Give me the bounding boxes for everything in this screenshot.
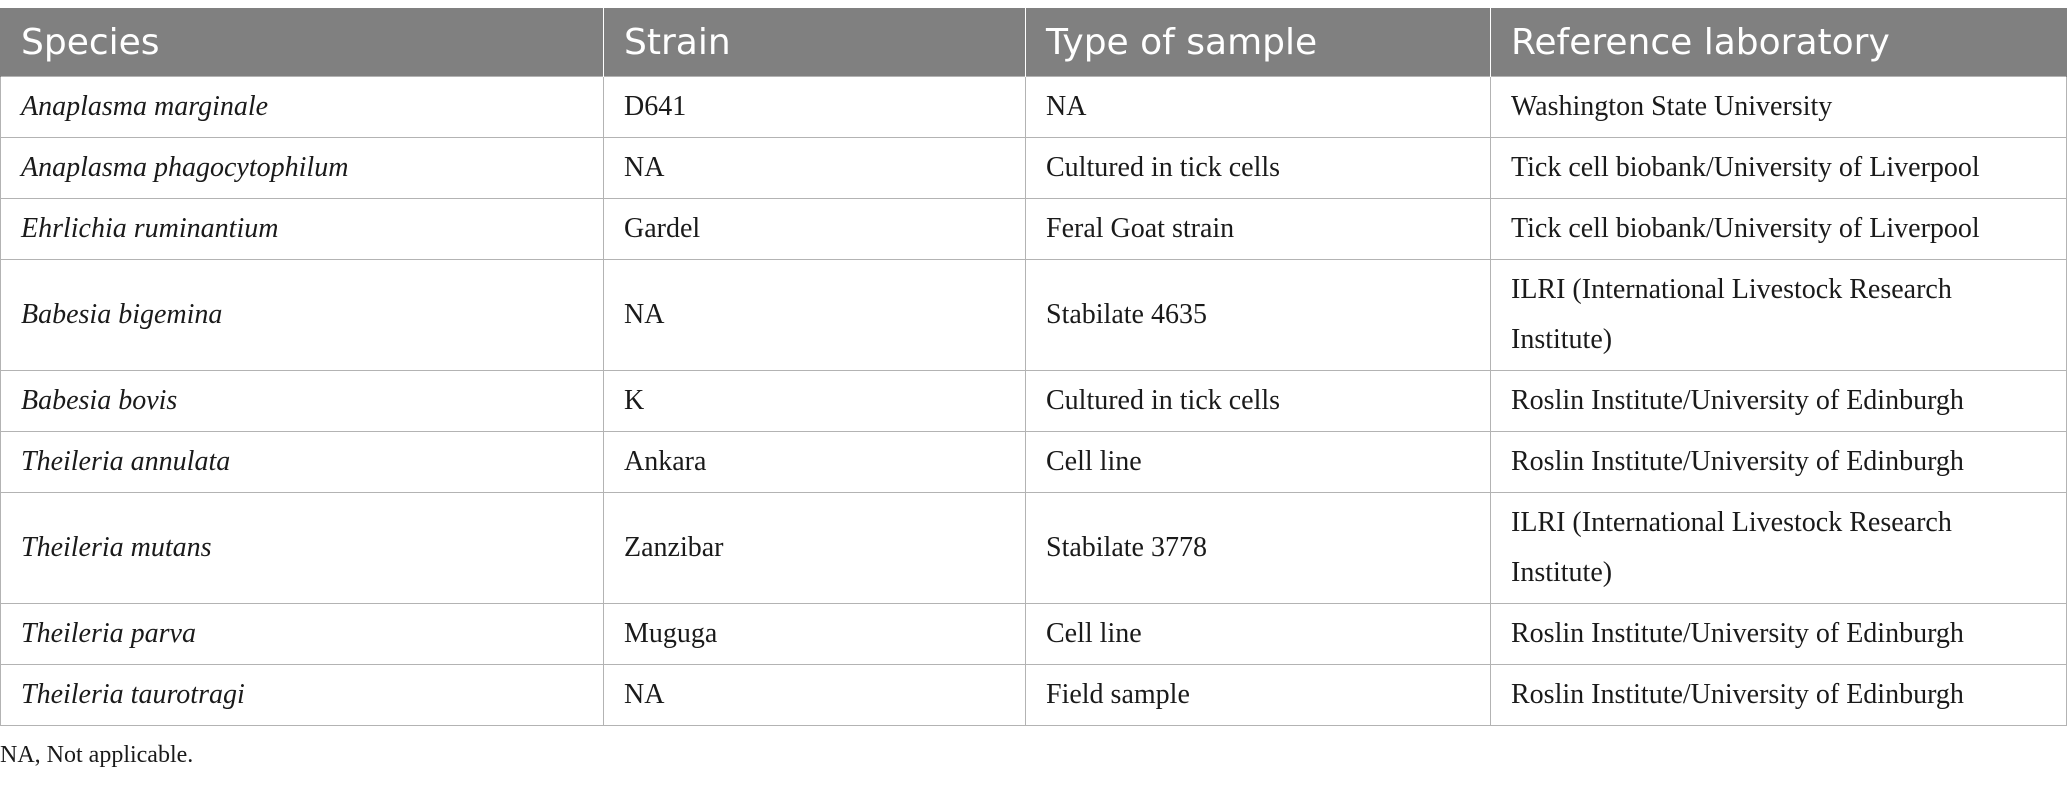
header-type-of-sample: Type of sample [1025, 8, 1491, 77]
table-header-row: Species Strain Type of sample Reference … [0, 8, 2067, 77]
lab-cell: Roslin Institute/University of Edinburgh [1490, 603, 2067, 665]
lab-cell: ILRI (International Livestock Research I… [1490, 259, 2067, 371]
lab-cell: Tick cell biobank/University of Liverpoo… [1490, 198, 2067, 260]
species-cell: Anaplasma marginale [0, 76, 604, 138]
sample-cell: NA [1025, 76, 1491, 138]
strain-cell: NA [603, 664, 1026, 726]
lab-cell: Washington State University [1490, 76, 2067, 138]
table-row: Babesia bovis K Cultured in tick cells R… [0, 370, 2067, 432]
lab-cell: Roslin Institute/University of Edinburgh [1490, 431, 2067, 493]
sample-cell: Cultured in tick cells [1025, 370, 1491, 432]
strain-cell: Gardel [603, 198, 1026, 260]
table-row: Theileria taurotragi NA Field sample Ros… [0, 664, 2067, 726]
strain-cell: NA [603, 259, 1026, 371]
reference-strains-table-container: Species Strain Type of sample Reference … [0, 8, 2067, 726]
reference-strains-table: Species Strain Type of sample Reference … [0, 8, 2067, 726]
strain-cell: K [603, 370, 1026, 432]
species-cell: Theileria annulata [0, 431, 604, 493]
header-reference-laboratory: Reference laboratory [1490, 8, 2067, 77]
sample-cell: Cultured in tick cells [1025, 137, 1491, 199]
table-row: Theileria annulata Ankara Cell line Rosl… [0, 431, 2067, 493]
header-strain: Strain [603, 8, 1026, 77]
lab-cell: ILRI (International Livestock Research I… [1490, 492, 2067, 604]
species-cell: Theileria parva [0, 603, 604, 665]
table-row: Babesia bigemina NA Stabilate 4635 ILRI … [0, 259, 2067, 371]
strain-cell: Zanzibar [603, 492, 1026, 604]
table-row: Theileria mutans Zanzibar Stabilate 3778… [0, 492, 2067, 604]
header-species: Species [0, 8, 604, 77]
species-cell: Ehrlichia ruminantium [0, 198, 604, 260]
sample-cell: Field sample [1025, 664, 1491, 726]
species-cell: Babesia bigemina [0, 259, 604, 371]
strain-cell: D641 [603, 76, 1026, 138]
lab-cell: Tick cell biobank/University of Liverpoo… [1490, 137, 2067, 199]
sample-cell: Feral Goat strain [1025, 198, 1491, 260]
species-cell: Anaplasma phagocytophilum [0, 137, 604, 199]
table-row: Anaplasma marginale D641 NA Washington S… [0, 76, 2067, 138]
species-cell: Theileria taurotragi [0, 664, 604, 726]
species-cell: Theileria mutans [0, 492, 604, 604]
strain-cell: Ankara [603, 431, 1026, 493]
strain-cell: Muguga [603, 603, 1026, 665]
table-row: Anaplasma phagocytophilum NA Cultured in… [0, 137, 2067, 199]
lab-cell: Roslin Institute/University of Edinburgh [1490, 370, 2067, 432]
table-row: Theileria parva Muguga Cell line Roslin … [0, 603, 2067, 665]
sample-cell: Stabilate 3778 [1025, 492, 1491, 604]
species-cell: Babesia bovis [0, 370, 604, 432]
lab-cell: Roslin Institute/University of Edinburgh [1490, 664, 2067, 726]
table-row: Ehrlichia ruminantium Gardel Feral Goat … [0, 198, 2067, 260]
table-footnote: NA, Not applicable. [0, 742, 194, 768]
strain-cell: NA [603, 137, 1026, 199]
sample-cell: Stabilate 4635 [1025, 259, 1491, 371]
sample-cell: Cell line [1025, 431, 1491, 493]
sample-cell: Cell line [1025, 603, 1491, 665]
